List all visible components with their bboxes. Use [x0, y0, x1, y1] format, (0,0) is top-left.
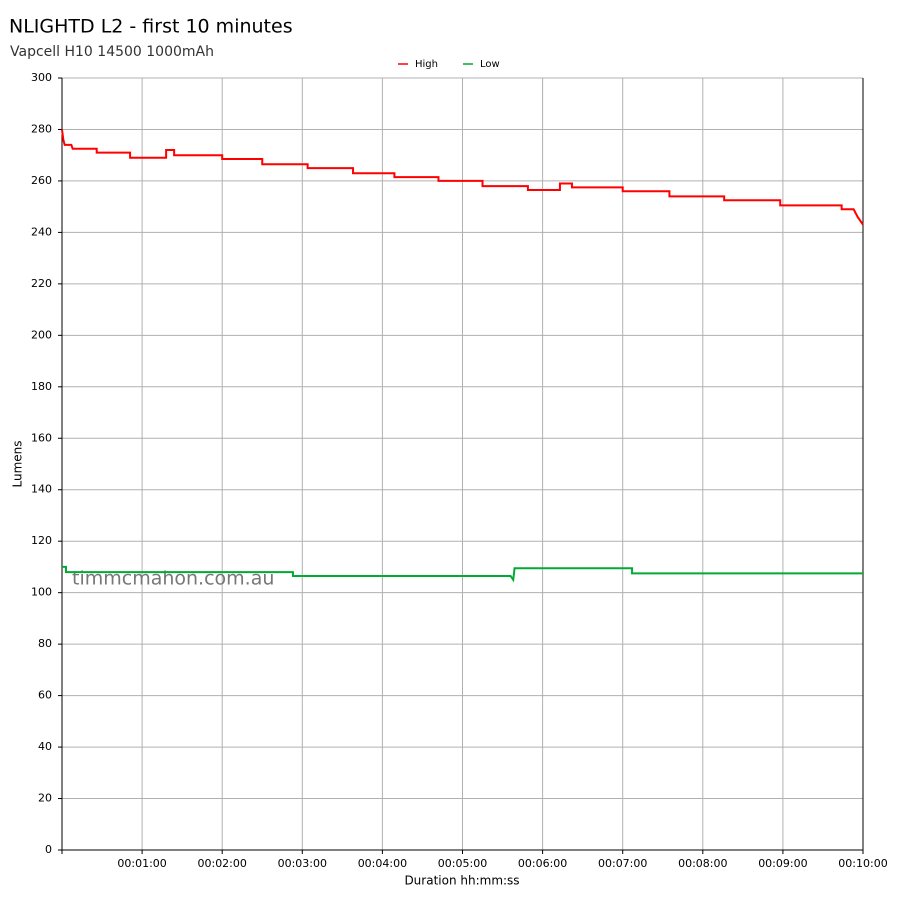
x-tick-label: 00:06:00 [518, 857, 567, 870]
chart-subtitle: Vapcell H10 14500 1000mAh [10, 44, 214, 60]
x-tick-label: 00:02:00 [197, 857, 246, 870]
line [62, 565, 863, 583]
y-axis-label: Lumens [11, 440, 25, 487]
y-tick-label: 300 [31, 71, 52, 84]
chart-title: NLIGHTD L2 - first 10 minutes [9, 16, 293, 38]
x-tick-label: 00:01:00 [117, 857, 166, 870]
x-tick-label: 00:07:00 [598, 857, 647, 870]
y-tick-label: 40 [38, 740, 52, 753]
y-tick-label: 140 [31, 483, 52, 496]
x-axis-label: Duration hh:mm:ss [404, 874, 519, 888]
x-tick-label: 00:04:00 [358, 857, 407, 870]
x-tick-label: 00:10:00 [838, 857, 887, 870]
y-tick-label: 100 [31, 586, 52, 599]
y-tick-label: 200 [31, 328, 52, 341]
watermark: timmcmahon.com.au [72, 568, 274, 590]
y-tick-label: 260 [31, 174, 52, 187]
x-tick-label: 00:09:00 [758, 857, 807, 870]
x-tick-label: 00:08:00 [678, 857, 727, 870]
y-tick-label: 120 [31, 534, 52, 547]
y-tick-label: 20 [38, 792, 52, 805]
y-tick-label: 180 [31, 380, 52, 393]
y-tick-label: 220 [31, 277, 52, 290]
legend-label: Low [480, 59, 500, 70]
y-tick-label: 280 [31, 122, 52, 135]
line [61, 129, 864, 226]
x-tick-label: 00:03:00 [278, 857, 327, 870]
y-tick-label: 160 [31, 431, 52, 444]
x-tick-label: 00:05:00 [438, 857, 487, 870]
y-tick-label: 60 [38, 689, 52, 702]
y-tick-label: 0 [45, 843, 52, 856]
y-tick-label: 240 [31, 225, 52, 238]
y-tick-label: 80 [38, 637, 52, 650]
legend-label: High [415, 59, 438, 70]
